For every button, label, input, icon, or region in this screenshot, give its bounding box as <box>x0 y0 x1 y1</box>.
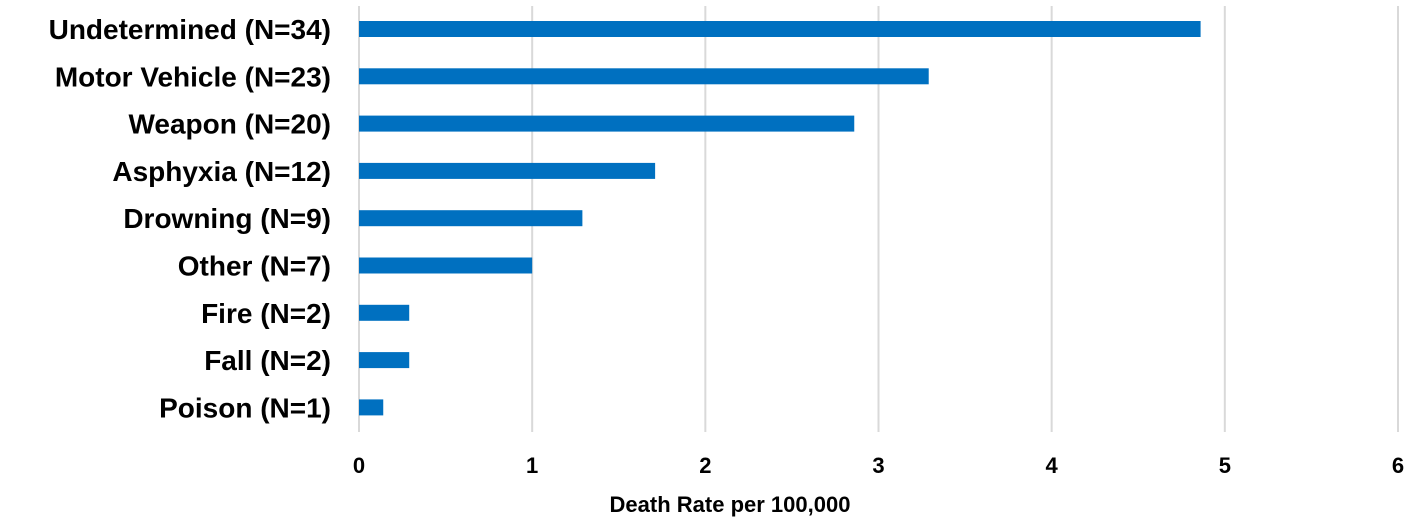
x-tick-label: 4 <box>1046 453 1059 478</box>
x-tick-label: 6 <box>1392 453 1404 478</box>
bar <box>359 162 656 179</box>
category-label: Fall (N=2) <box>204 345 331 376</box>
category-label: Fire (N=2) <box>201 298 331 329</box>
x-axis-title: Death Rate per 100,000 <box>610 492 851 517</box>
category-label: Asphyxia (N=12) <box>112 156 331 187</box>
category-label: Motor Vehicle (N=23) <box>55 61 331 92</box>
bar <box>359 21 1201 37</box>
x-tick-label: 1 <box>526 453 538 478</box>
category-label: Undetermined (N=34) <box>49 14 331 45</box>
category-labels: Undetermined (N=34) Motor Vehicle (N=23) W… <box>49 14 331 423</box>
bar <box>359 115 855 132</box>
x-tick-label: 2 <box>699 453 711 478</box>
bar <box>359 68 929 85</box>
bar <box>359 257 533 274</box>
x-tick-label: 0 <box>353 453 365 478</box>
category-label: Drowning (N=9) <box>123 203 331 234</box>
x-tick-label: 5 <box>1219 453 1231 478</box>
bar <box>359 352 410 369</box>
bar <box>359 304 410 321</box>
category-label: Poison (N=1) <box>159 392 331 423</box>
bar <box>359 399 384 416</box>
bars <box>359 21 1201 416</box>
category-label: Other (N=7) <box>178 251 331 282</box>
category-label: Weapon (N=20) <box>128 109 331 140</box>
bar <box>359 210 583 227</box>
x-axis-tick-labels: 0 1 2 3 4 5 6 <box>353 453 1404 478</box>
x-tick-label: 3 <box>872 453 884 478</box>
